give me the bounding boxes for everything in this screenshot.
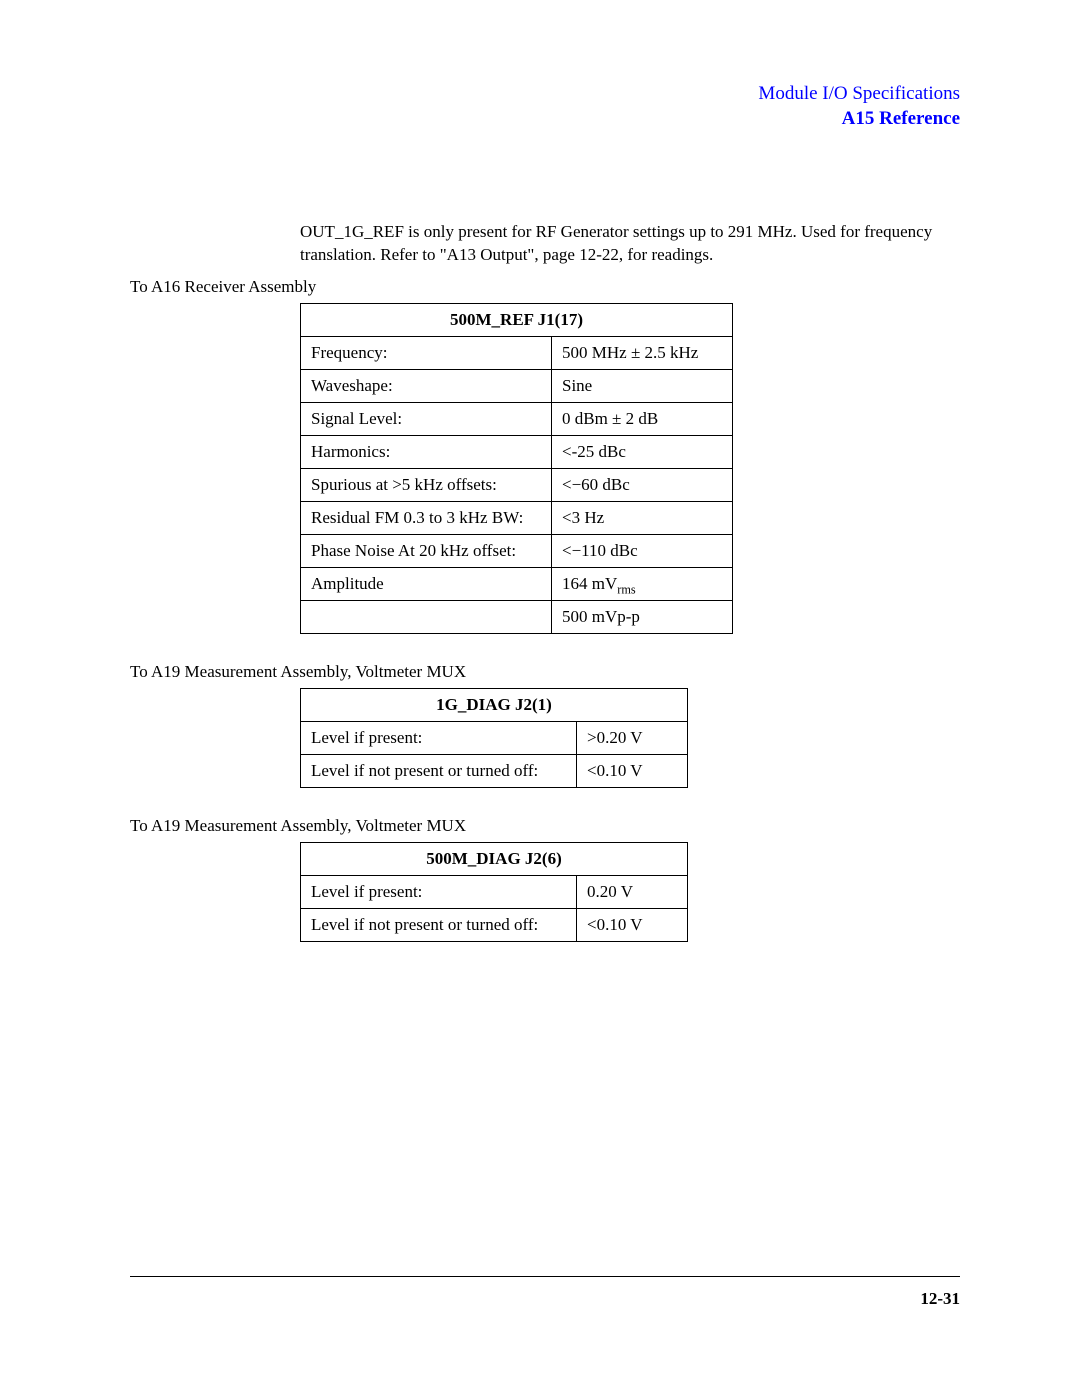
- table3-caption: To A19 Measurement Assembly, Voltmeter M…: [130, 816, 960, 836]
- spec-value: 500 mVp-p: [552, 601, 733, 634]
- spec-label: [301, 601, 552, 634]
- spec-value: <−110 dBc: [552, 535, 733, 568]
- table-row: Frequency:500 MHz ± 2.5 kHz: [301, 337, 733, 370]
- spec-value: >0.20 V: [577, 722, 688, 755]
- table-1g-diag: 1G_DIAG J2(1)Level if present:>0.20 VLev…: [300, 688, 688, 788]
- spec-value: <0.10 V: [577, 755, 688, 788]
- page-header: Module I/O Specifications A15 Reference: [130, 82, 960, 131]
- table1-caption: To A16 Receiver Assembly: [130, 277, 960, 297]
- spec-value: <-25 dBc: [552, 436, 733, 469]
- spec-label: Spurious at >5 kHz offsets:: [301, 469, 552, 502]
- table-title: 1G_DIAG J2(1): [301, 689, 688, 722]
- spec-label: Level if present:: [301, 722, 577, 755]
- spec-value: 500 MHz ± 2.5 kHz: [552, 337, 733, 370]
- table-row: Waveshape:Sine: [301, 370, 733, 403]
- table-row: Phase Noise At 20 kHz offset:<−110 dBc: [301, 535, 733, 568]
- header-subsection-title: A15 Reference: [130, 107, 960, 132]
- table-500m-ref: 500M_REF J1(17)Frequency:500 MHz ± 2.5 k…: [300, 303, 733, 634]
- spec-label: Harmonics:: [301, 436, 552, 469]
- table-500m-diag: 500M_DIAG J2(6)Level if present:0.20 VLe…: [300, 842, 688, 942]
- spec-value: Sine: [552, 370, 733, 403]
- table-row: Spurious at >5 kHz offsets:<−60 dBc: [301, 469, 733, 502]
- spec-label: Level if not present or turned off:: [301, 755, 577, 788]
- table-row: 500 mVp-p: [301, 601, 733, 634]
- page-number: 12-31: [920, 1289, 960, 1309]
- table-title: 500M_REF J1(17): [301, 304, 733, 337]
- table-row: Level if present:0.20 V: [301, 876, 688, 909]
- spec-value: <−60 dBc: [552, 469, 733, 502]
- spec-value: <0.10 V: [577, 909, 688, 942]
- header-section-title: Module I/O Specifications: [130, 82, 960, 107]
- spec-label: Level if present:: [301, 876, 577, 909]
- spec-value: <3 Hz: [552, 502, 733, 535]
- spec-label: Residual FM 0.3 to 3 kHz BW:: [301, 502, 552, 535]
- spec-label: Signal Level:: [301, 403, 552, 436]
- table2-caption: To A19 Measurement Assembly, Voltmeter M…: [130, 662, 960, 682]
- spec-value: 0.20 V: [577, 876, 688, 909]
- spec-label: Frequency:: [301, 337, 552, 370]
- table-row: Amplitude164 mVrms: [301, 568, 733, 601]
- table-row: Signal Level:0 dBm ± 2 dB: [301, 403, 733, 436]
- spec-label: Level if not present or turned off:: [301, 909, 577, 942]
- footer-rule: [130, 1276, 960, 1277]
- table-row: Level if not present or turned off:<0.10…: [301, 755, 688, 788]
- table-row: Level if present:>0.20 V: [301, 722, 688, 755]
- table-row: Harmonics:<-25 dBc: [301, 436, 733, 469]
- table-row: Level if not present or turned off:<0.10…: [301, 909, 688, 942]
- spec-value: 164 mVrms: [552, 568, 733, 601]
- intro-paragraph: OUT_1G_REF is only present for RF Genera…: [300, 221, 960, 267]
- table-row: Residual FM 0.3 to 3 kHz BW:<3 Hz: [301, 502, 733, 535]
- table-title: 500M_DIAG J2(6): [301, 843, 688, 876]
- spec-label: Phase Noise At 20 kHz offset:: [301, 535, 552, 568]
- spec-label: Waveshape:: [301, 370, 552, 403]
- spec-value: 0 dBm ± 2 dB: [552, 403, 733, 436]
- spec-label: Amplitude: [301, 568, 552, 601]
